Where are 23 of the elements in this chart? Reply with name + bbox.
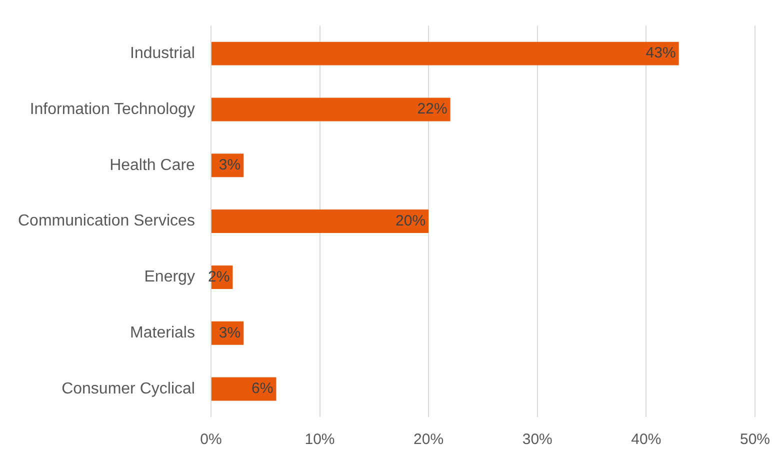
y-tick-label: Information Technology (30, 100, 195, 118)
y-tick-label: Consumer Cyclical (62, 380, 195, 398)
data-label: 20% (396, 212, 426, 230)
x-tick-label: 20% (414, 431, 444, 448)
y-tick-label: Communication Services (18, 212, 195, 230)
bar (211, 377, 276, 401)
bar (211, 98, 450, 122)
x-tick-label: 10% (304, 431, 335, 448)
data-label: 22% (417, 100, 448, 118)
data-label: 6% (252, 380, 274, 398)
data-label: 3% (218, 324, 241, 342)
y-tick-label: Industrial (130, 44, 195, 62)
x-tick-label: 30% (522, 431, 552, 448)
x-tick-label: 0% (200, 431, 222, 448)
data-label: 3% (218, 156, 241, 174)
bar (211, 42, 679, 66)
x-tick-label: 40% (631, 431, 662, 448)
x-tick-label: 50% (740, 431, 770, 448)
y-tick-label: Energy (144, 268, 195, 286)
y-tick-label: Health Care (110, 156, 196, 174)
y-tick-label: Materials (130, 324, 195, 342)
bar (211, 210, 429, 234)
data-label: 43% (646, 44, 676, 62)
